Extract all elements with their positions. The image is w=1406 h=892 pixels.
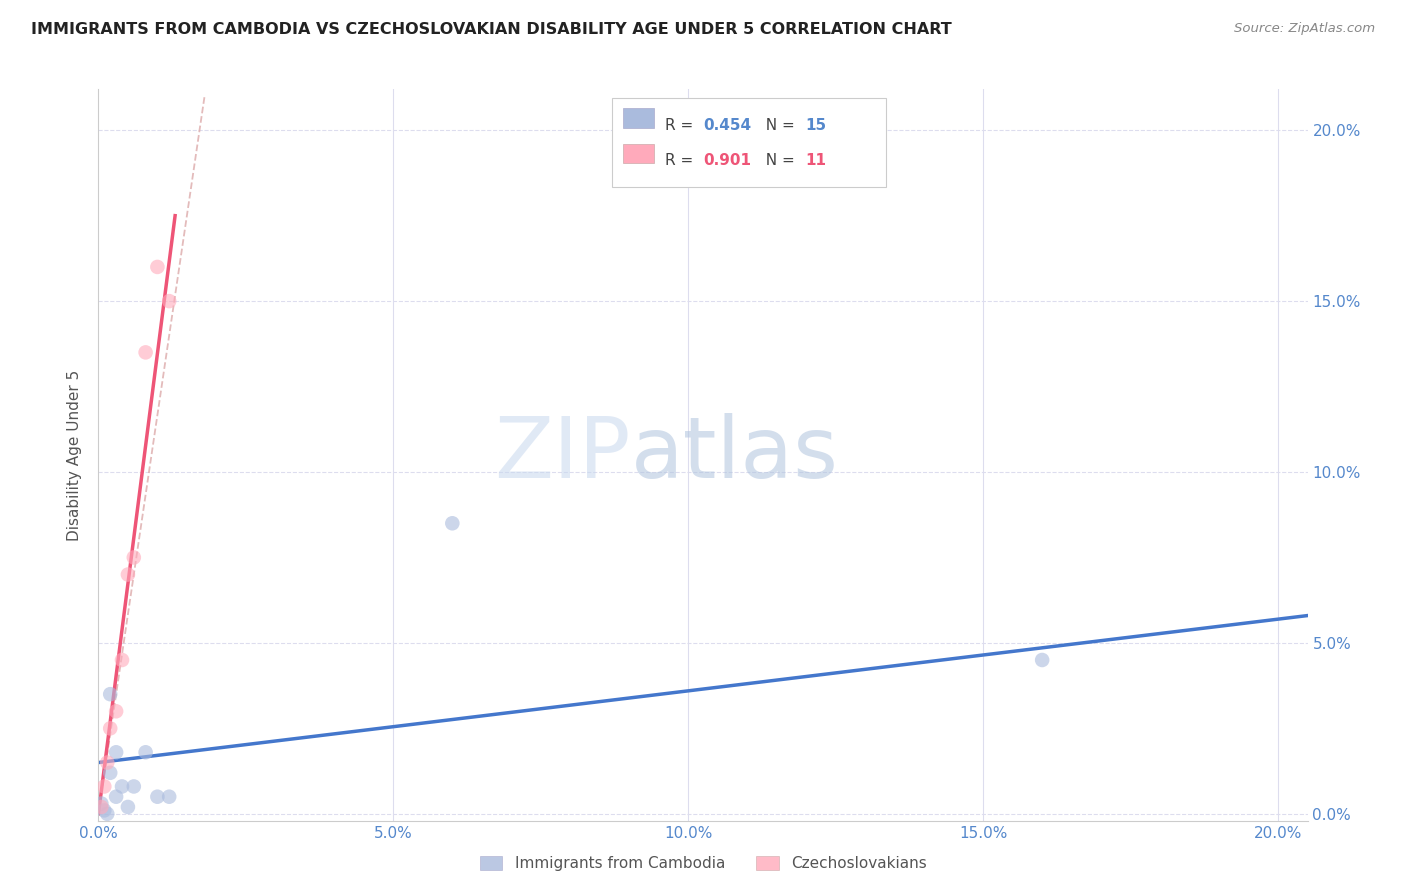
Point	[146, 260, 169, 274]
Text: 11: 11	[806, 153, 827, 169]
Point	[93, 780, 115, 794]
Text: atlas: atlas	[630, 413, 838, 497]
Text: Source: ZipAtlas.com: Source: ZipAtlas.com	[1234, 22, 1375, 36]
Point	[122, 550, 145, 565]
Point	[157, 294, 180, 309]
Point	[146, 789, 169, 804]
Point	[1031, 653, 1053, 667]
Point	[98, 765, 121, 780]
Text: 15: 15	[806, 118, 827, 133]
Text: R =: R =	[665, 153, 699, 169]
Point	[90, 797, 112, 811]
Text: N =: N =	[756, 153, 800, 169]
Point	[96, 756, 118, 770]
Y-axis label: Disability Age Under 5: Disability Age Under 5	[67, 369, 83, 541]
Text: ZIP: ZIP	[494, 413, 630, 497]
Point	[96, 806, 118, 821]
Point	[105, 789, 128, 804]
Point	[93, 804, 115, 818]
Point	[105, 704, 128, 718]
Point	[117, 567, 139, 582]
Text: 0.454: 0.454	[703, 118, 751, 133]
Text: 0.901: 0.901	[703, 153, 751, 169]
Point	[135, 345, 157, 359]
Point	[117, 800, 139, 814]
Point	[157, 789, 180, 804]
Point	[111, 653, 134, 667]
Point	[135, 745, 157, 759]
Point	[111, 780, 134, 794]
Text: R =: R =	[665, 118, 699, 133]
Point	[122, 780, 145, 794]
Point	[105, 745, 128, 759]
Text: N =: N =	[756, 118, 800, 133]
Point	[98, 722, 121, 736]
Legend: Immigrants from Cambodia, Czechoslovakians: Immigrants from Cambodia, Czechoslovakia…	[474, 850, 932, 877]
Text: IMMIGRANTS FROM CAMBODIA VS CZECHOSLOVAKIAN DISABILITY AGE UNDER 5 CORRELATION C: IMMIGRANTS FROM CAMBODIA VS CZECHOSLOVAK…	[31, 22, 952, 37]
Point	[90, 800, 112, 814]
Point	[441, 516, 464, 531]
Point	[98, 687, 121, 701]
